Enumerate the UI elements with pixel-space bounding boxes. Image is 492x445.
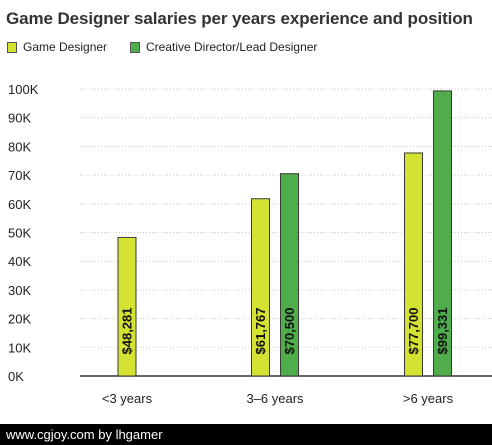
y-tick-label: 30K xyxy=(8,283,31,298)
chart-title: Game Designer salaries per years experie… xyxy=(6,9,473,28)
y-tick-label: 100K xyxy=(8,82,39,97)
x-tick-label: <3 years xyxy=(102,391,153,406)
legend-swatch-creative-director xyxy=(130,41,140,53)
data-label: $61,767 xyxy=(253,308,268,355)
y-tick-label: 10K xyxy=(8,340,31,355)
legend-label-game-designer: Game Designer xyxy=(23,40,108,54)
x-tick-label: 3–6 years xyxy=(246,391,304,406)
legend-item-game-designer: Game Designer xyxy=(7,40,107,54)
bar xyxy=(404,152,423,377)
y-tick-label: 70K xyxy=(8,168,31,183)
x-tick-label: >6 years xyxy=(403,391,454,406)
data-label: $99,331 xyxy=(435,308,450,355)
legend-swatch-game-designer xyxy=(7,41,17,53)
bar-chart: 0K 10K 20K 30K 40K 50K 60K 70K 80K 90K 100K $48,281… xyxy=(8,82,492,406)
watermark-footer: www.cgjoy.com by lhgamer xyxy=(0,424,492,445)
y-tick-label: 80K xyxy=(8,139,31,154)
y-tick-label: 20K xyxy=(8,312,31,327)
y-tick-label: 90K xyxy=(8,111,31,126)
legend-item-creative-director: Creative Director/Lead Designer xyxy=(130,40,317,54)
data-label: $48,281 xyxy=(120,308,135,355)
data-label: $70,500 xyxy=(282,308,297,355)
y-tick-label: 0K xyxy=(8,369,24,384)
bar xyxy=(251,198,270,377)
bar xyxy=(280,173,299,377)
y-tick-label: 40K xyxy=(8,254,31,269)
y-tick-label: 50K xyxy=(8,226,31,241)
bar xyxy=(117,236,137,377)
bar xyxy=(433,90,452,377)
data-label: $77,700 xyxy=(406,308,421,355)
y-tick-label: 60K xyxy=(8,197,31,212)
legend-label-creative-director: Creative Director/Lead Designer xyxy=(146,40,318,54)
